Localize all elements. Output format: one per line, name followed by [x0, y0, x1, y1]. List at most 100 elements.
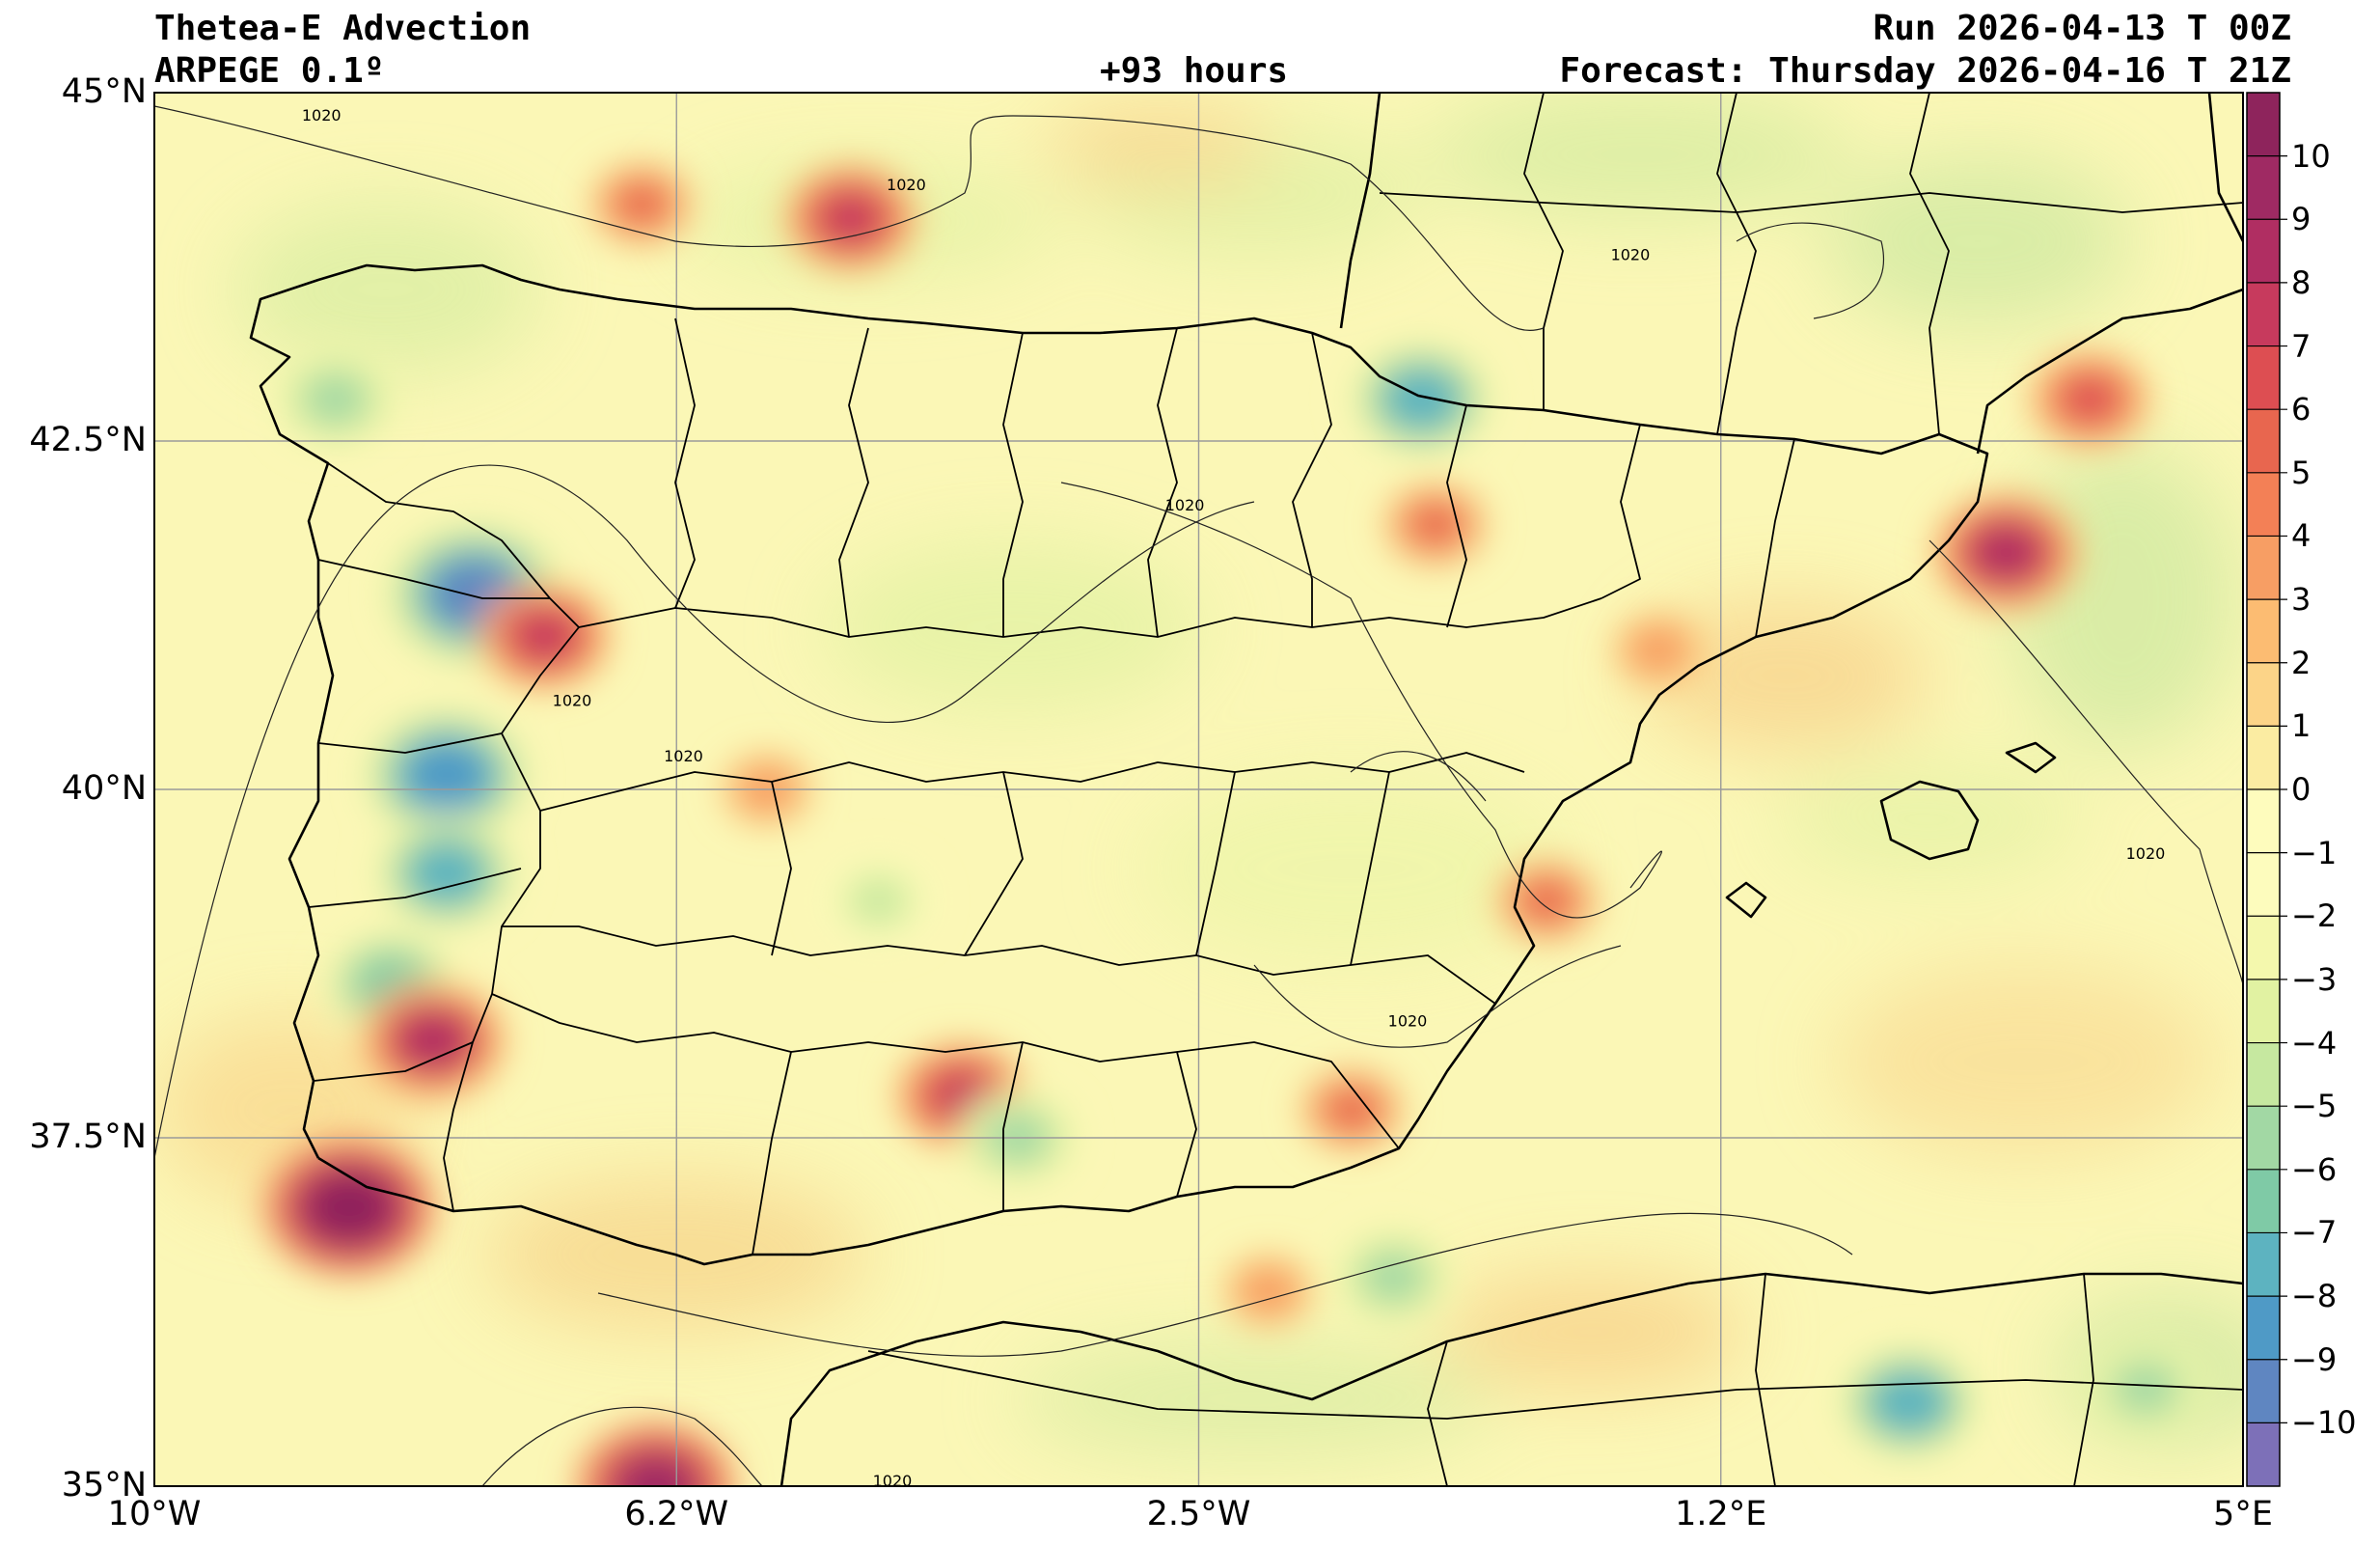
anomaly-blob [852, 879, 906, 923]
colorbar-segment [2247, 662, 2280, 727]
colorbar-segment [2247, 282, 2280, 347]
anomaly-blob [2060, 374, 2120, 424]
latitude-tick-label: 42.5°N [29, 421, 147, 459]
anomaly-blob [396, 1010, 470, 1070]
isobar-label: 1020 [664, 747, 703, 765]
colorbar-tick-label: −6 [2291, 1150, 2338, 1188]
colorbar-tick-label: 3 [2291, 581, 2312, 619]
isobar-label: 1020 [873, 1472, 913, 1490]
region-border [1176, 1051, 1197, 1198]
forecast-label: Forecast: Thursday 2026-04-16 T 21Z [1559, 51, 2291, 91]
anomaly-blob [1363, 1253, 1424, 1302]
colorbar-segment [2247, 472, 2280, 537]
anomaly-blob [1519, 879, 1573, 923]
latitude-tick-label: 40°N [61, 769, 147, 808]
isobar-label: 1020 [887, 176, 926, 194]
model-label: ARPEGE 0.1º [154, 51, 385, 91]
isobar-1020 [597, 1212, 1853, 1357]
france-region-border [1716, 93, 1757, 435]
colorbar-segment [2247, 1232, 2280, 1297]
colorbar-segment [2247, 789, 2280, 854]
colorbar-tick-label: −5 [2291, 1088, 2338, 1125]
colorbar-tick-label: 5 [2291, 454, 2312, 491]
longitude-tick-label: 2.5°W [1146, 1495, 1251, 1533]
colorbar-tick-label: −4 [2291, 1024, 2338, 1062]
isobar-label: 1020 [2126, 844, 2166, 863]
anomaly-blob [1969, 523, 2043, 582]
region-border [1350, 771, 1390, 966]
region-border [578, 597, 1602, 638]
colorbar-segment [2247, 599, 2280, 664]
colorbar-tick-label: −10 [2291, 1404, 2357, 1442]
colorbar-tick-label: 9 [2291, 201, 2312, 238]
isobar-1020 [1060, 482, 1662, 919]
corsica-sardinia [2207, 93, 2243, 242]
anomaly-blob [1245, 1272, 1292, 1311]
region-border [1195, 771, 1236, 956]
portugal-district-border [317, 559, 550, 599]
colorbar-segment [2247, 1106, 2280, 1171]
colorbar-segment [2247, 345, 2280, 410]
colorbar-tick-label: −3 [2291, 960, 2338, 998]
france-region-border [1379, 192, 2243, 213]
isobars [154, 105, 2243, 1486]
map-title: Thetea-E Advection [154, 9, 532, 48]
region-border [1147, 327, 1178, 638]
anomaly-blob [1409, 503, 1463, 546]
isobar-1020 [1253, 945, 1622, 1048]
colorbar [2247, 93, 2287, 1487]
region-border [491, 993, 1400, 1149]
isobar-1020 [1736, 222, 1885, 319]
anomaly-blob [615, 182, 669, 226]
latitude-tick-label: 35°N [61, 1466, 147, 1505]
longitude-tick-label: 1.2°E [1675, 1495, 1767, 1533]
map-frame [153, 92, 2244, 1487]
france-region-border [1523, 93, 1564, 410]
isobar-1020 [154, 464, 1255, 1159]
north-africa-border [1427, 1340, 1448, 1486]
gulf-of-lion-coast [1976, 288, 2243, 455]
region-border [1002, 1041, 1024, 1211]
region-border [838, 327, 869, 638]
colorbar-segment [2247, 1359, 2280, 1423]
latitude-tick-label: 37.5°N [29, 1118, 147, 1156]
colorbar-tick-label: −9 [2291, 1340, 2338, 1378]
colorbar-tick-label: 4 [2291, 517, 2312, 555]
colorbar-tick-label: 2 [2291, 644, 2312, 681]
region-border [752, 1051, 792, 1256]
colorbar-tick-label: −2 [2291, 897, 2338, 935]
region-border [771, 781, 792, 956]
colorbar-segment [2247, 1296, 2280, 1361]
admin-borders [308, 93, 2243, 1486]
anomaly-blob [306, 1173, 394, 1243]
isobar-label: 1020 [302, 106, 342, 124]
isobar-1020 [1929, 539, 2243, 985]
colorbar-segment [2247, 979, 2280, 1044]
anomaly-blob [2115, 1365, 2175, 1413]
colorbar-tick-label: 6 [2291, 391, 2312, 428]
anomaly-blob [510, 609, 578, 663]
anomaly-blob [1325, 1089, 1379, 1132]
isobar-1020 [154, 105, 1545, 331]
background-texture [154, 93, 2243, 1457]
portugal-district-border [308, 868, 522, 908]
colorbar-segment [2247, 1422, 2280, 1487]
anomaly-blob [305, 374, 366, 424]
anomaly-layer [263, 162, 2205, 1486]
isobar-label: 1020 [1165, 496, 1205, 514]
region-border [1292, 332, 1332, 627]
colorbar-segment [2247, 916, 2280, 980]
anomaly-blob [410, 843, 484, 903]
colorbar-tick-label: −8 [2291, 1278, 2338, 1315]
region-border [539, 752, 1525, 812]
latitude-tick-label: 45°N [61, 72, 147, 111]
isobar-labels: 1020 1020 1020 1020 1020 1020 1020 1020 1020 [302, 106, 2166, 1490]
region-border [1446, 404, 1467, 628]
isobar-label: 1020 [1611, 245, 1651, 263]
anomaly-blob [616, 1453, 697, 1486]
region-border [674, 317, 696, 609]
colorbar-segment [2247, 852, 2280, 917]
portugal-district-border [317, 732, 503, 754]
anomaly-blob [1872, 1372, 1946, 1432]
